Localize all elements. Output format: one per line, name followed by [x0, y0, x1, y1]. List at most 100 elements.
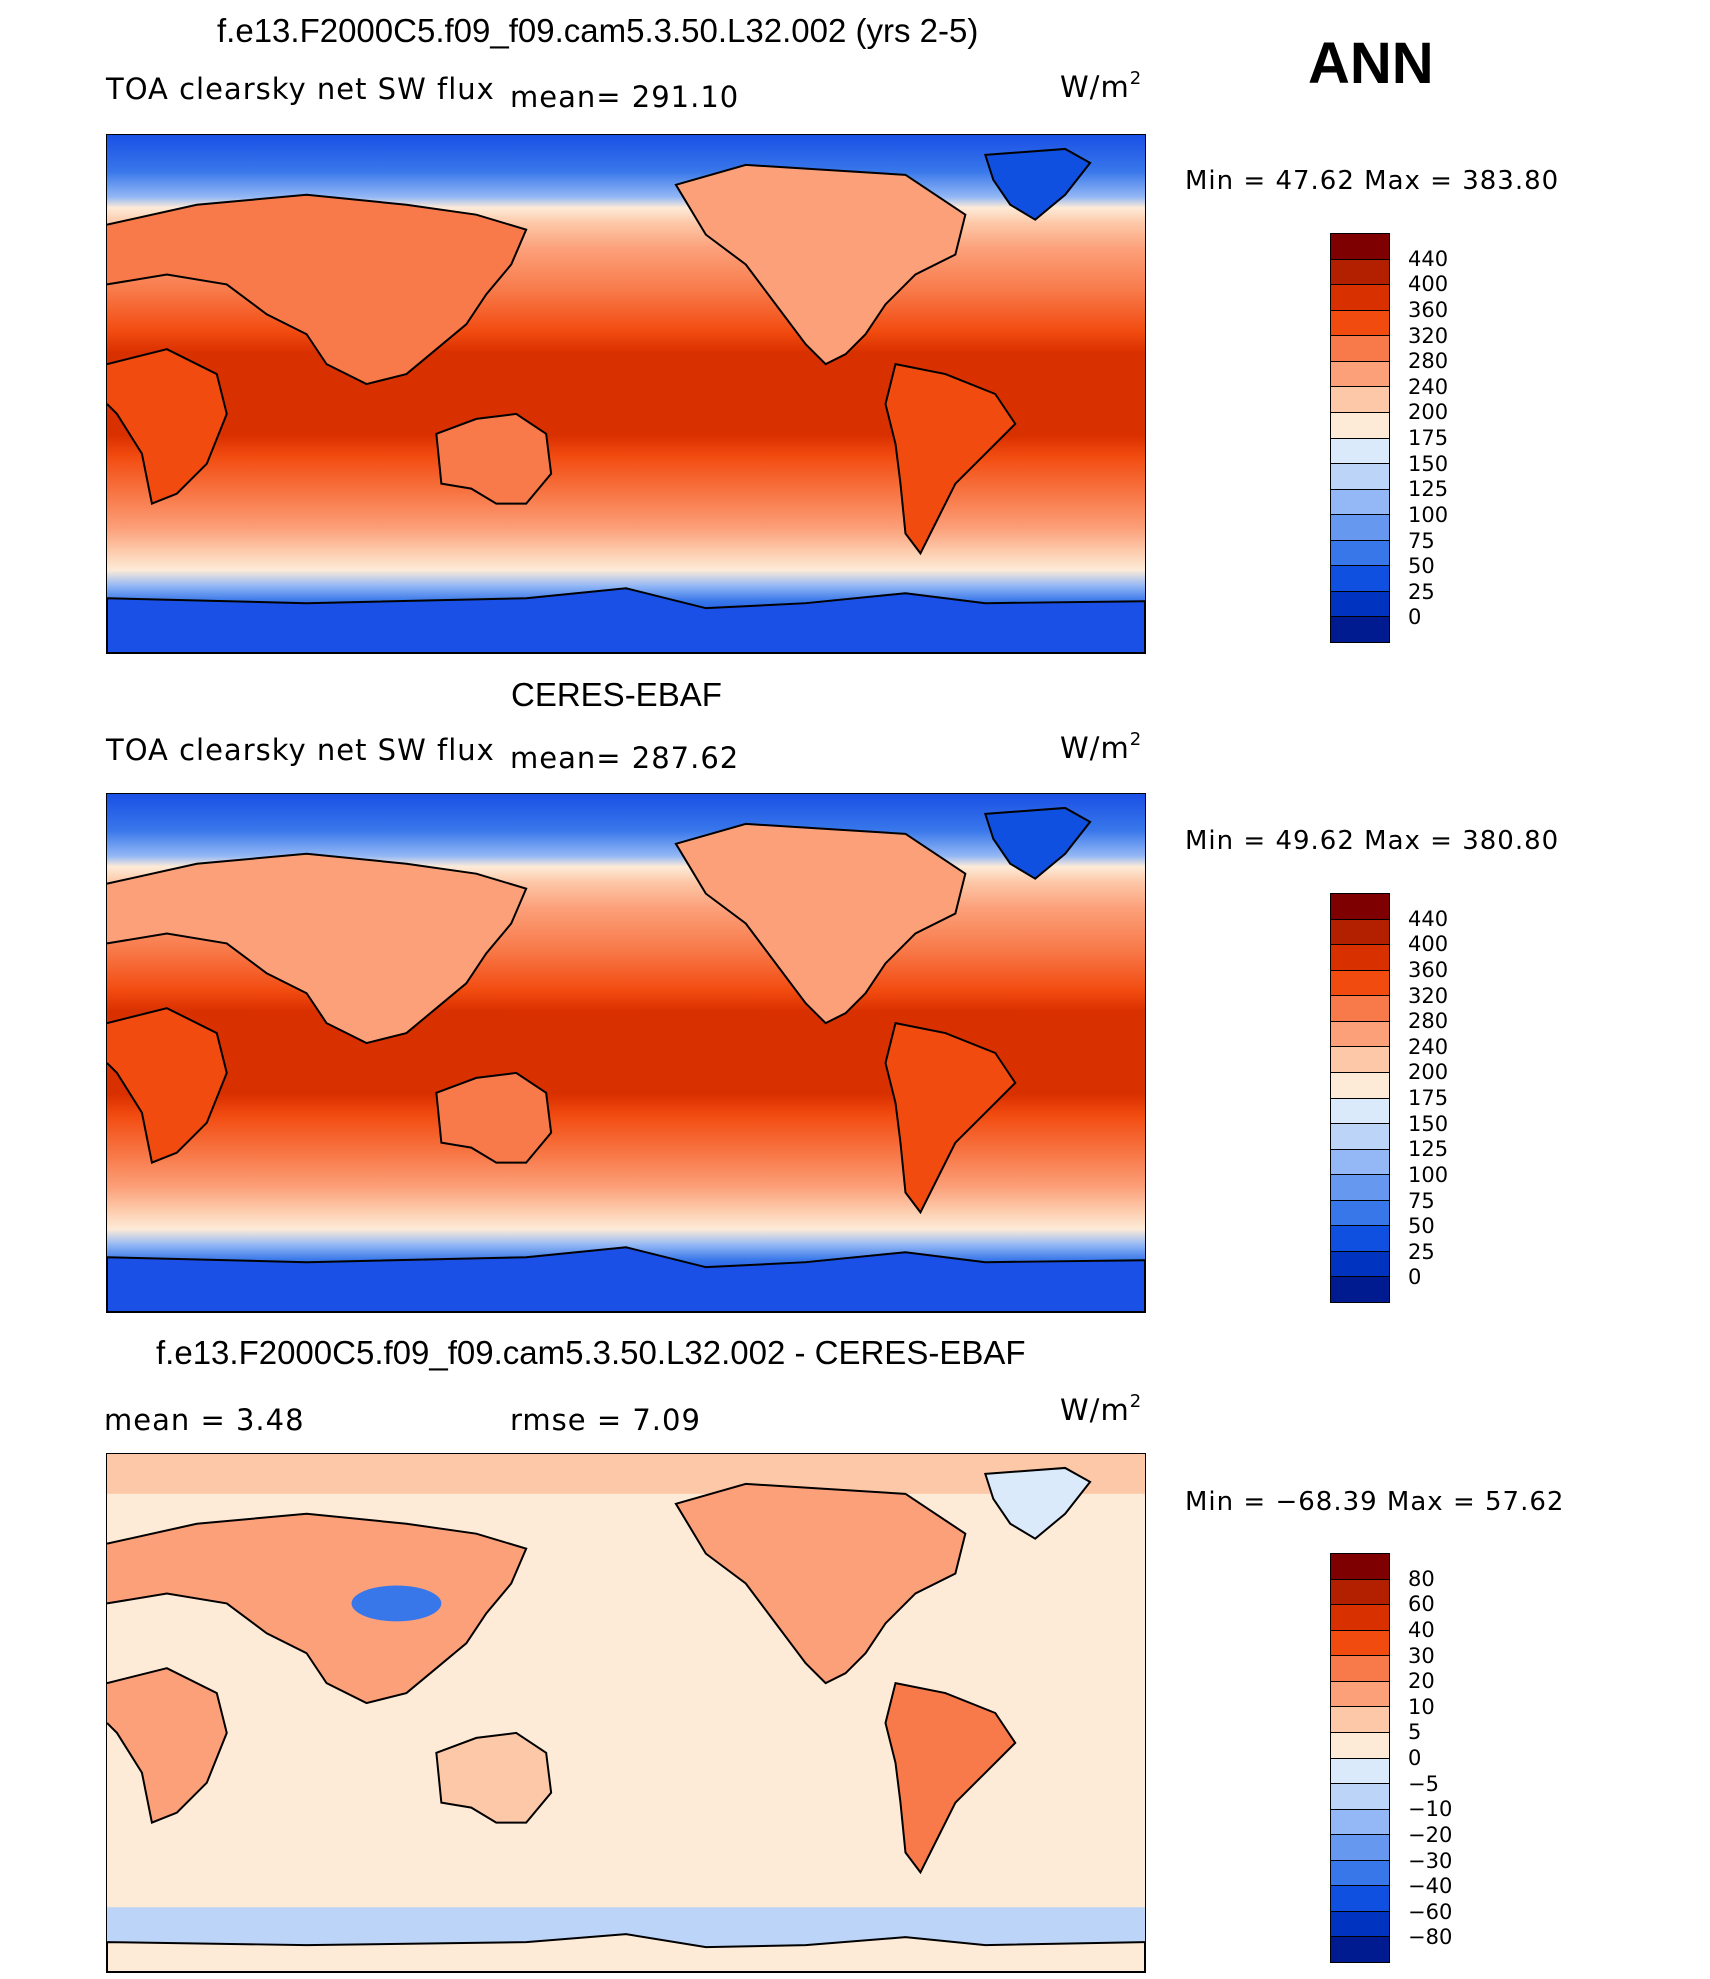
panel2-colorbar-swatch — [1331, 1072, 1389, 1099]
panel2-colorbar-swatch — [1331, 1047, 1389, 1073]
africa — [107, 1007, 228, 1164]
panel3-colorbar-label: 40 — [1408, 1617, 1435, 1642]
panel3-colorbar — [1330, 1553, 1390, 1963]
panel3-units: W/m2 — [1060, 1391, 1143, 1427]
panel2-colorbar-swatch — [1331, 894, 1389, 920]
panel2-colorbar-label: 125 — [1408, 1137, 1449, 1162]
panel1-colorbar-swatch — [1331, 361, 1389, 388]
panel2-colorbar-label: 200 — [1408, 1060, 1449, 1085]
panel2-colorbar-swatch — [1331, 919, 1389, 946]
panel3-colorbar-label: 80 — [1408, 1566, 1435, 1591]
panel1-colorbar-swatch — [1331, 540, 1389, 567]
panel3-colorbar-swatch — [1331, 1835, 1389, 1861]
panel3-colorbar-swatch — [1331, 1758, 1389, 1785]
panel1-colorbar-swatch — [1331, 617, 1389, 642]
panel1-minmax: Min = 47.62 Max = 383.80 — [1185, 166, 1560, 196]
panel1-colorbar-swatch — [1331, 259, 1389, 286]
panel3-map-svg — [107, 1454, 1145, 1972]
panel2-colorbar-swatch — [1331, 1124, 1389, 1150]
panel1-colorbar-label: 320 — [1408, 323, 1449, 348]
south-america — [884, 1021, 1017, 1215]
panel3-colorbar-swatch — [1331, 1911, 1389, 1938]
panel1-colorbar-swatch — [1331, 234, 1389, 260]
panel2-colorbar-swatch — [1331, 1175, 1389, 1201]
panel3-colorbar-swatch — [1331, 1784, 1389, 1810]
figure-title: f.e13.F2000C5.f09_f09.cam5.3.50.L32.002 … — [217, 12, 979, 49]
panel2-colorbar-swatch — [1331, 1200, 1389, 1227]
panel1-colorbar-label: 0 — [1408, 605, 1422, 630]
panel3-rmse: rmse = 7.09 — [510, 1403, 701, 1437]
panel1-colorbar-swatch — [1331, 336, 1389, 362]
panel3-colorbar-label: 20 — [1408, 1669, 1435, 1694]
australia — [435, 1071, 553, 1164]
panel2-colorbar-label: 240 — [1408, 1034, 1449, 1059]
panel2-colorbar-label: 440 — [1408, 906, 1449, 931]
greenland — [983, 806, 1092, 880]
panel1-colorbar-label: 175 — [1408, 426, 1449, 450]
australia — [435, 1731, 553, 1824]
panel3-map — [106, 1453, 1146, 1973]
panel3-colorbar-label: 0 — [1408, 1746, 1422, 1770]
greenland — [983, 147, 1092, 221]
panel1-colorbar-swatch — [1331, 591, 1389, 618]
panel3-minmax: Min = −68.39 Max = 57.62 — [1185, 1487, 1565, 1517]
panel1-colorbar — [1330, 233, 1390, 643]
panel1-map-svg — [107, 135, 1145, 653]
panel2-colorbar-swatch — [1331, 1149, 1389, 1176]
australia — [435, 412, 553, 505]
panel1-colorbar-label: 200 — [1408, 400, 1449, 425]
panel1-colorbar-label: 150 — [1408, 451, 1449, 476]
panel3-colorbar-label: −20 — [1408, 1822, 1453, 1847]
north-america — [674, 163, 967, 366]
panel3-colorbar-label: −10 — [1408, 1797, 1453, 1822]
panel3-colorbar-swatch — [1331, 1707, 1389, 1733]
panel2-colorbar-swatch — [1331, 945, 1389, 971]
panel2-colorbar-swatch — [1331, 1251, 1389, 1278]
panel3-colorbar-swatch — [1331, 1860, 1389, 1887]
panel3-colorbar-swatch — [1331, 1656, 1389, 1682]
panel3-colorbar-label: 10 — [1408, 1694, 1435, 1719]
antarctica — [107, 1246, 1145, 1312]
panel3-colorbar-swatch — [1331, 1809, 1389, 1836]
panel2-colorbar-swatch — [1331, 1021, 1389, 1048]
panel2-map-svg — [107, 794, 1145, 1312]
panel2-units: W/m2 — [1060, 729, 1143, 765]
panel3-colorbar-swatch — [1331, 1886, 1389, 1912]
africa — [107, 1667, 228, 1824]
panel2-variable: TOA clearsky net SW flux — [106, 733, 495, 767]
panel3-colorbar-label: 30 — [1408, 1643, 1435, 1668]
panel2-colorbar-label: 25 — [1408, 1239, 1435, 1264]
panel2-map — [106, 793, 1146, 1313]
south-america — [884, 362, 1017, 556]
panel2-colorbar-label: 100 — [1408, 1162, 1449, 1187]
panel2-colorbar-label: 0 — [1408, 1265, 1422, 1290]
panel1-colorbar-label: 360 — [1408, 297, 1449, 322]
panel1-units: W/m2 — [1060, 68, 1143, 104]
panel3-colorbar-label: −80 — [1408, 1925, 1453, 1950]
panel1-colorbar-swatch — [1331, 489, 1389, 516]
north-america — [674, 822, 967, 1025]
panel1-colorbar-label: 440 — [1408, 246, 1449, 271]
greenland — [983, 1466, 1092, 1540]
panel2-colorbar-swatch — [1331, 1098, 1389, 1125]
panel1-colorbar-swatch — [1331, 285, 1389, 311]
panel1-colorbar-swatch — [1331, 566, 1389, 592]
panel1-colorbar-swatch — [1331, 412, 1389, 439]
panel3-colorbar-label: −5 — [1408, 1771, 1439, 1796]
panel1-colorbar-label: 25 — [1408, 579, 1435, 604]
panel3-colorbar-swatch — [1331, 1579, 1389, 1606]
panel3-colorbar-swatch — [1331, 1937, 1389, 1962]
antarctica — [107, 1933, 1145, 1972]
panel1-map — [106, 134, 1146, 654]
panel1-colorbar-label: 125 — [1408, 477, 1449, 502]
arctic-band — [107, 1454, 1145, 1494]
panel1-colorbar-label: 400 — [1408, 272, 1449, 297]
panel1-colorbar-label: 50 — [1408, 554, 1435, 579]
panel3-colorbar-label: −60 — [1408, 1899, 1453, 1924]
panel1-variable: TOA clearsky net SW flux — [106, 72, 495, 106]
asia-coast — [107, 1512, 528, 1705]
panel1-colorbar-swatch — [1331, 387, 1389, 413]
panel3-colorbar-swatch — [1331, 1605, 1389, 1631]
panel2-colorbar-swatch — [1331, 1277, 1389, 1302]
panel2-colorbar-label: 360 — [1408, 957, 1449, 982]
